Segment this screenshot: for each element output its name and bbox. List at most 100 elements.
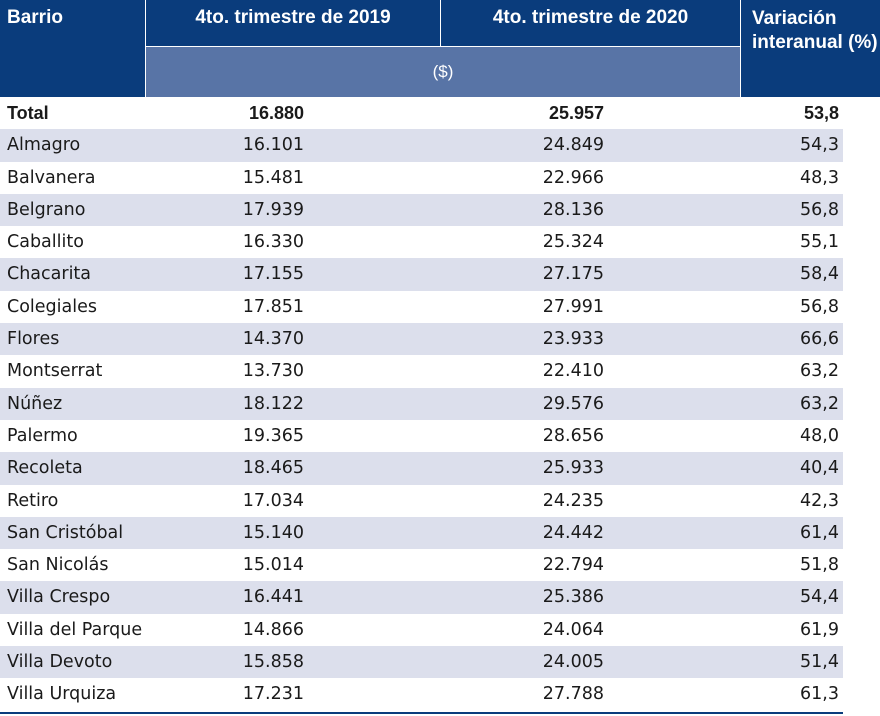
table-row: Belgrano 17.939 28.136 56,8 (0, 193, 880, 227)
cell-variation: 51,8 (800, 555, 839, 576)
cell-2020: 24.235 (542, 490, 604, 511)
bottom-rule (0, 712, 843, 714)
row-shade (0, 516, 843, 550)
cell-2019: 18.122 (242, 393, 304, 414)
cell-barrio: Montserrat (7, 361, 103, 382)
cell-2020: 22.410 (542, 361, 604, 382)
header-unit: ($) (146, 47, 740, 97)
cell-2020: 28.136 (542, 199, 604, 220)
cell-2019: 17.034 (242, 490, 304, 511)
cell-barrio: Retiro (7, 490, 59, 511)
cell-barrio: San Nicolás (7, 555, 109, 576)
table-row: Núñez 18.122 29.576 63,2 (0, 387, 880, 420)
cell-variation: 61,9 (800, 619, 839, 640)
row-shade (0, 452, 843, 485)
cell-2019: 19.365 (242, 425, 304, 446)
cell-barrio: Total (7, 103, 49, 123)
cell-barrio: Palermo (7, 425, 78, 446)
cell-barrio: Balvanera (7, 167, 96, 188)
table-row: San Nicolás 15.014 22.794 51,8 (0, 549, 880, 581)
row-shade (0, 581, 843, 614)
cell-2019: 14.370 (242, 329, 304, 350)
table-row: Balvanera 15.481 22.966 48,3 (0, 162, 880, 194)
cell-variation: 66,6 (800, 329, 839, 350)
cell-2019: 17.851 (242, 296, 304, 317)
table-row: Caballito 16.330 25.324 55,1 (0, 226, 880, 258)
cell-2019: 15.140 (242, 522, 304, 543)
row-shade (0, 323, 843, 356)
row-shade (0, 646, 843, 679)
cell-2019: 17.231 (242, 684, 304, 705)
cell-variation: 42,3 (800, 490, 839, 511)
cell-2019: 17.939 (242, 199, 304, 220)
cell-variation: 48,0 (800, 425, 839, 446)
cell-barrio: San Cristóbal (7, 522, 124, 543)
cell-2020: 25.933 (542, 458, 604, 479)
cell-barrio: Villa Urquiza (7, 684, 117, 705)
cell-2020: 22.794 (542, 555, 604, 576)
cell-2019: 15.481 (242, 167, 304, 188)
table-row: Villa Urquiza 17.231 27.788 61,3 (0, 678, 880, 710)
cell-2020: 25.386 (542, 587, 604, 608)
cell-2020: 27.991 (542, 296, 604, 317)
table-row-total: Total 16.880 25.957 53,8 (0, 97, 880, 129)
cell-2019: 18.465 (242, 458, 304, 479)
cell-2019: 15.858 (242, 652, 304, 673)
cell-barrio: Villa del Parque (7, 619, 143, 640)
cell-2019: 15.014 (242, 555, 304, 576)
row-shade (0, 258, 843, 291)
table-row: Retiro 17.034 24.235 42,3 (0, 485, 880, 517)
cell-variation: 55,1 (800, 232, 839, 253)
cell-barrio: Núñez (7, 393, 63, 414)
cell-2020: 24.442 (542, 522, 604, 543)
cell-variation: 58,4 (800, 264, 839, 285)
cell-2019: 16.101 (242, 135, 304, 156)
header-2020: 4to. trimestre de 2020 (441, 0, 740, 46)
table-row: Montserrat 13.730 22.410 63,2 (0, 355, 880, 387)
cell-variation: 63,2 (800, 393, 839, 414)
cell-2020: 25.324 (542, 232, 604, 253)
cell-barrio: Flores (7, 329, 60, 350)
table-row: Colegiales 17.851 27.991 56,8 (0, 291, 880, 323)
cell-barrio: Belgrano (7, 199, 86, 220)
table-row: Villa Devoto 15.858 24.005 51,4 (0, 646, 880, 679)
cell-variation: 54,4 (800, 587, 839, 608)
row-shade (0, 387, 843, 420)
cell-2020: 24.005 (542, 652, 604, 673)
cell-2020: 29.576 (542, 393, 604, 414)
cell-variation: 51,4 (800, 652, 839, 673)
cell-barrio: Caballito (7, 232, 84, 253)
row-shade (0, 129, 843, 162)
cell-barrio: Colegiales (7, 296, 97, 317)
cell-2020: 27.788 (542, 684, 604, 705)
cell-barrio: Recoleta (7, 458, 83, 479)
cell-2019: 16.441 (242, 587, 304, 608)
row-shade (0, 193, 843, 227)
cell-2019: 13.730 (242, 361, 304, 382)
table-row: Villa Crespo 16.441 25.386 54,4 (0, 581, 880, 614)
header-variation-line1: Variación (752, 8, 837, 29)
cell-barrio: Villa Devoto (7, 652, 113, 673)
cell-2020: 22.966 (542, 167, 604, 188)
table-row: San Cristóbal 15.140 24.442 61,4 (0, 516, 880, 550)
cell-variation: 40,4 (800, 458, 839, 479)
table-body: Total 16.880 25.957 53,8 Almagro 16.101 24… (0, 97, 880, 711)
table-row: Chacarita 17.155 27.175 58,4 (0, 258, 880, 291)
cell-barrio: Almagro (7, 135, 81, 156)
cell-barrio: Villa Crespo (7, 587, 111, 608)
cell-variation: 61,4 (800, 522, 839, 543)
cell-2020: 28.656 (542, 425, 604, 446)
cell-2020: 24.064 (542, 619, 604, 640)
cell-2020: 23.933 (542, 329, 604, 350)
cell-2020: 24.849 (542, 135, 604, 156)
cell-2019: 16.880 (248, 103, 304, 123)
table-row: Almagro 16.101 24.849 54,3 (0, 129, 880, 162)
table-row: Villa del Parque 14.866 24.064 61,9 (0, 614, 880, 646)
cell-variation: 56,8 (800, 199, 839, 220)
cell-variation: 48,3 (800, 167, 839, 188)
cell-2020: 27.175 (542, 264, 604, 285)
cell-variation: 53,8 (803, 103, 839, 123)
cell-2019: 16.330 (242, 232, 304, 253)
cell-variation: 61,3 (800, 684, 839, 705)
